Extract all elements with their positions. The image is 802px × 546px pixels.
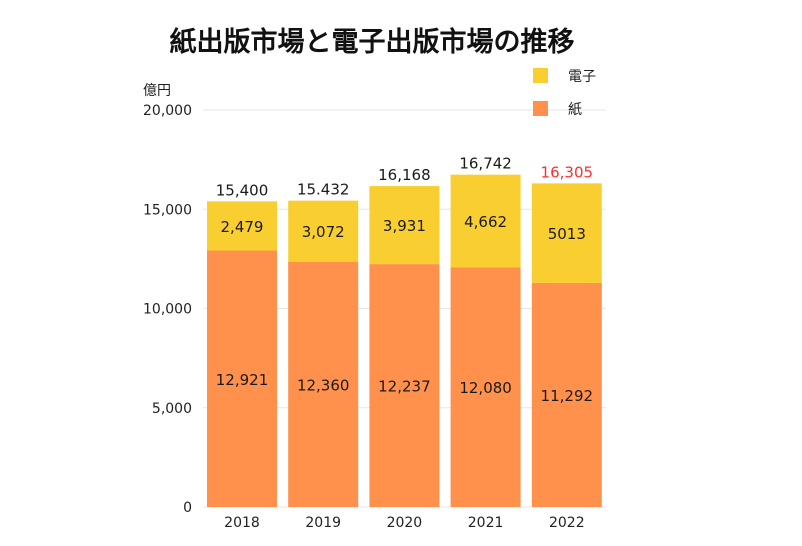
bar-value-label: 12,921 bbox=[216, 371, 269, 389]
y-axis-unit-label: 億円 bbox=[143, 83, 171, 99]
bar-total-label: 16,742 bbox=[459, 155, 512, 173]
y-tick-label: 5,000 bbox=[152, 401, 192, 417]
bar-segment bbox=[531, 282, 602, 507]
bar-value-label: 5013 bbox=[548, 225, 586, 243]
bar-total-label: 16,168 bbox=[378, 166, 431, 184]
y-tick-label: 0 bbox=[183, 500, 192, 516]
bar-total-label: 15,400 bbox=[216, 181, 269, 199]
bar-value-label: 3,072 bbox=[302, 223, 345, 241]
bar-value-label: 3,931 bbox=[383, 217, 426, 235]
bar-segment bbox=[369, 186, 440, 265]
bar-value-label: 11,292 bbox=[541, 387, 594, 405]
bar-segment bbox=[207, 201, 277, 251]
x-tick-label: 2022 bbox=[549, 515, 585, 531]
bar-value-label: 2,479 bbox=[221, 218, 264, 236]
y-tick-label: 15,000 bbox=[143, 202, 192, 218]
x-tick-label: 2020 bbox=[387, 515, 423, 531]
y-tick-label: 20,000 bbox=[143, 103, 192, 119]
chart-title: 紙出版市場と電子出版市場の推移 bbox=[170, 26, 575, 58]
bar-segment bbox=[207, 250, 277, 508]
bar-total-label: 15.432 bbox=[297, 181, 350, 199]
y-axis: 0 5,000 10,000 15,000 20,000 bbox=[143, 103, 192, 516]
x-tick-label: 2018 bbox=[224, 515, 260, 531]
bars: 12,921 2,479 15,400 12,360 3,072 15.432 12,237… bbox=[207, 155, 602, 508]
bar-segment bbox=[369, 264, 440, 507]
x-axis: 2018 2019 2020 2021 2022 bbox=[224, 515, 584, 531]
bar-segment bbox=[450, 174, 521, 268]
legend: 電子紙 bbox=[533, 68, 596, 118]
x-tick-label: 2019 bbox=[305, 515, 341, 531]
bar-value-label: 12,080 bbox=[459, 379, 512, 397]
bar-segment bbox=[288, 261, 359, 507]
bar-segment bbox=[288, 200, 359, 262]
bar-segment bbox=[450, 267, 521, 507]
bar-segment bbox=[531, 183, 602, 283]
bar-value-label: 12,360 bbox=[297, 376, 350, 394]
x-tick-label: 2021 bbox=[468, 515, 504, 531]
legend-swatch bbox=[533, 101, 548, 116]
bar-value-label: 4,662 bbox=[464, 213, 507, 231]
bar-total-label: 16,305 bbox=[541, 163, 594, 181]
legend-label: 電子 bbox=[568, 69, 596, 85]
y-tick-label: 10,000 bbox=[143, 302, 192, 318]
legend-label: 紙 bbox=[568, 102, 582, 118]
bar-value-label: 12,237 bbox=[378, 378, 431, 396]
legend-swatch bbox=[533, 68, 548, 83]
